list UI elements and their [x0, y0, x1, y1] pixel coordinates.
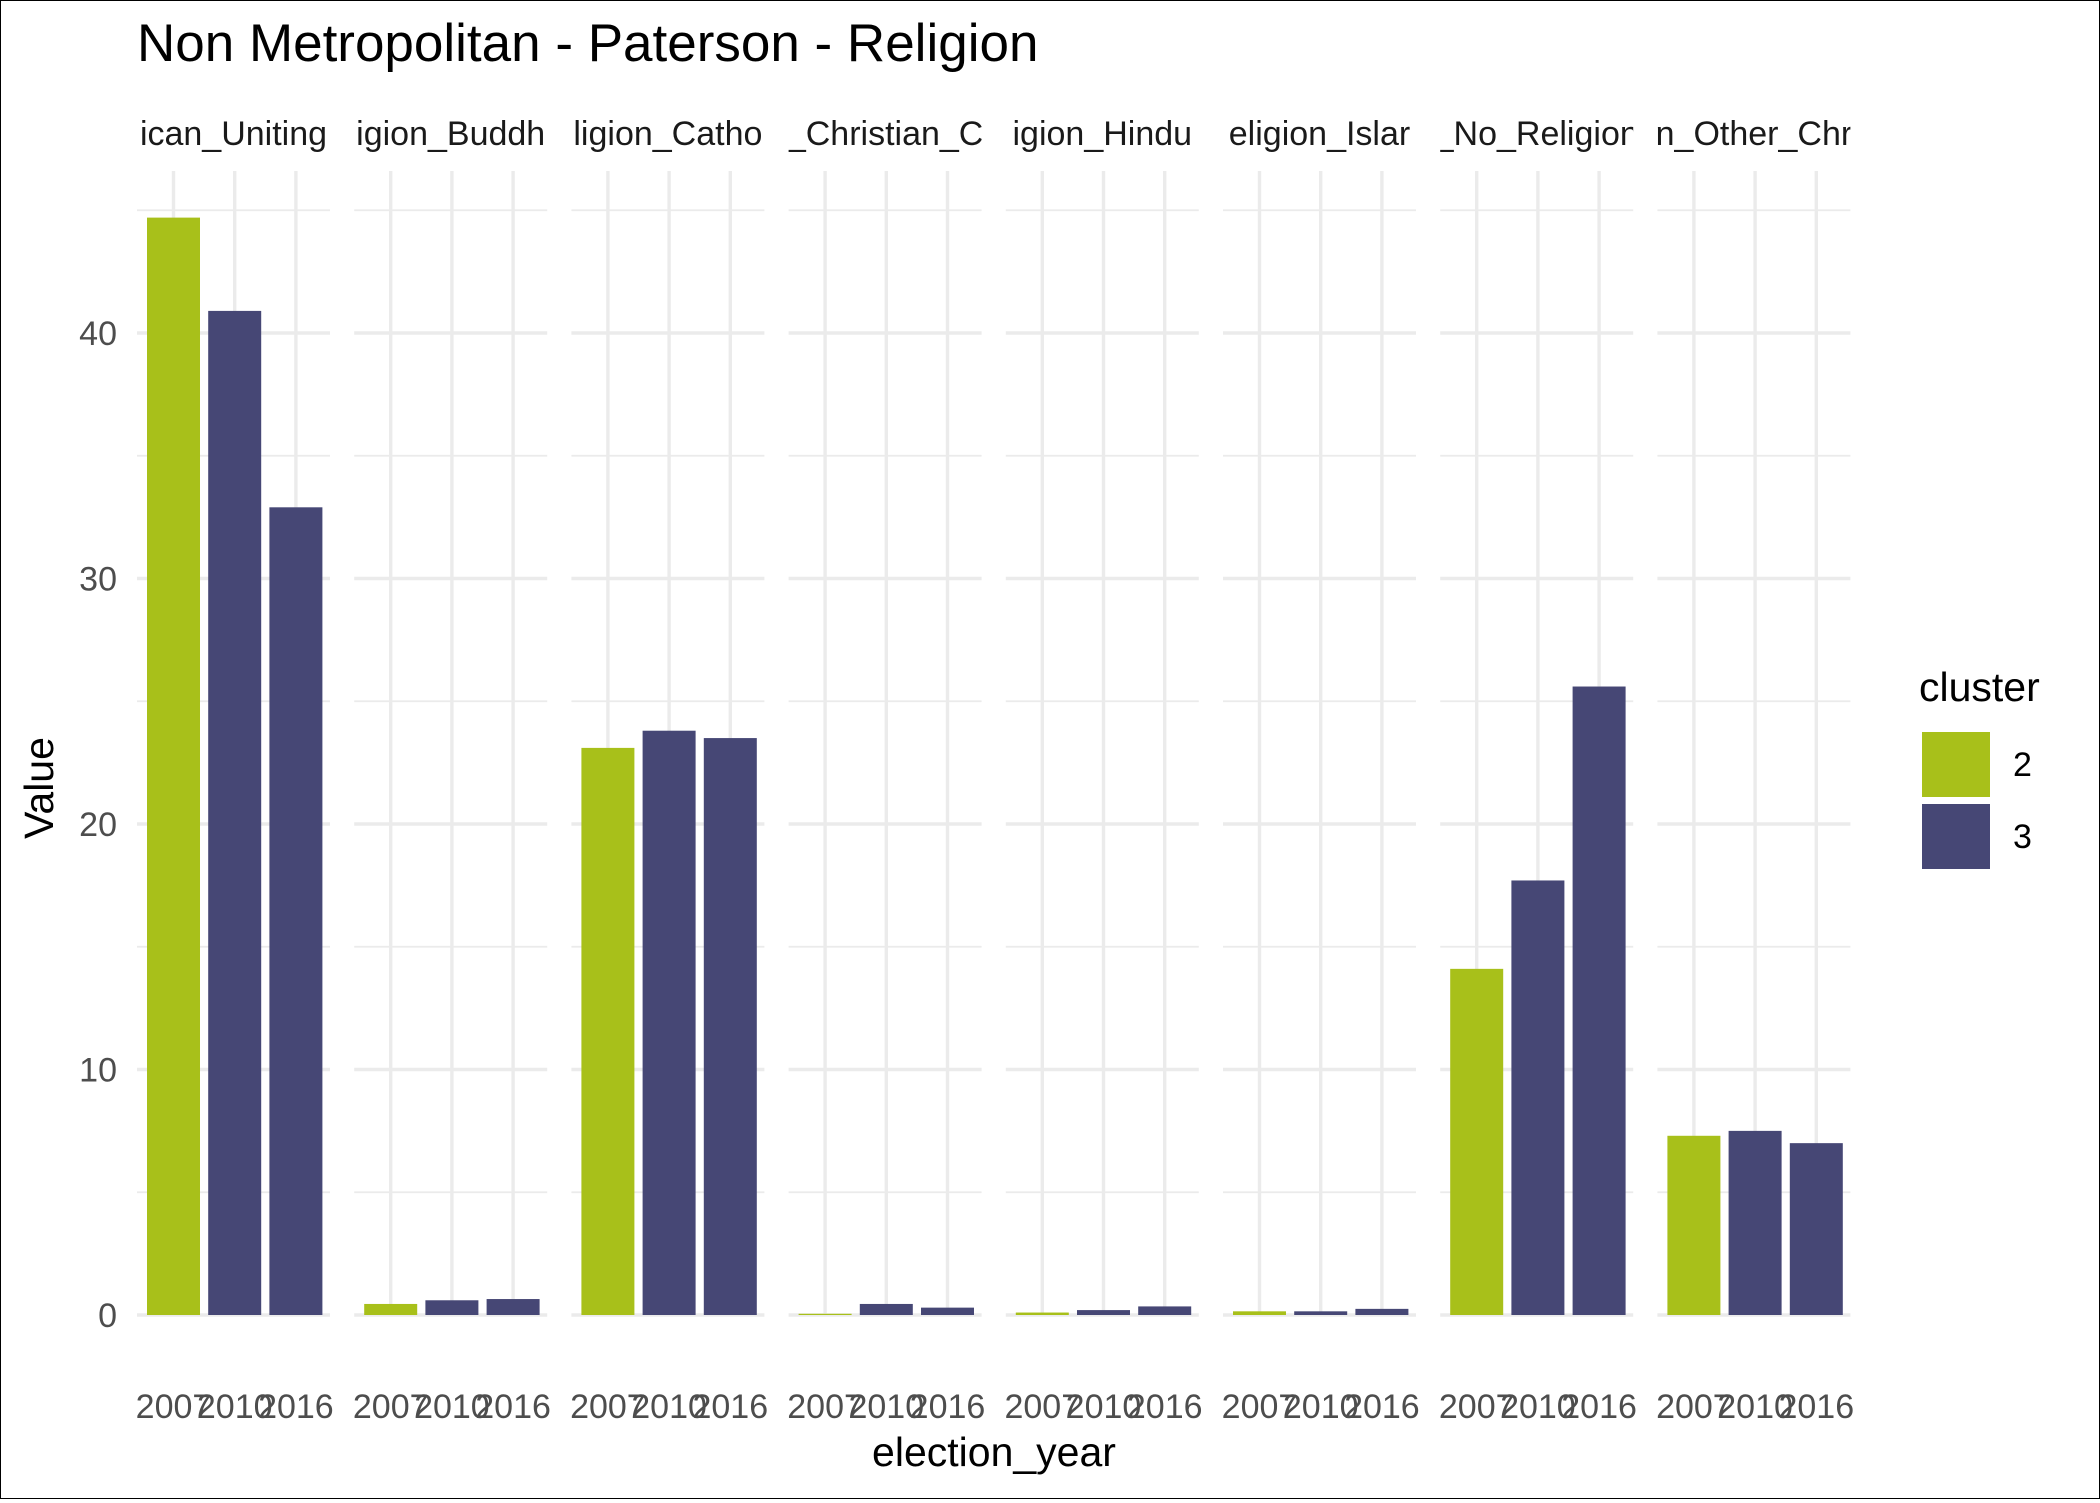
x-tick-label: 2016: [475, 1388, 551, 1426]
y-axis-ticks: 0 10 20 30 40: [79, 315, 117, 1335]
bar-5-2010: [1077, 1310, 1130, 1315]
x-tick-label: 2007: [570, 1388, 646, 1426]
x-tick-label: 2016: [1778, 1388, 1854, 1426]
bar-3-2007: [581, 747, 635, 1315]
x-tick-label: 2007: [1439, 1388, 1515, 1426]
bar-2-2016: [486, 1299, 540, 1315]
bar-7-2007: [1450, 968, 1504, 1315]
bar-6-2007: [1233, 1311, 1286, 1315]
legend-label-2: 2: [2013, 746, 2032, 784]
bar-2-2010: [425, 1300, 479, 1315]
facet-strip-label: _Christian_C: [786, 115, 984, 153]
legend-swatch-3: [1922, 804, 1990, 869]
x-tick-label: 2016: [1561, 1388, 1637, 1426]
bar-7-2010: [1511, 880, 1565, 1315]
facet-strip-label: eligion_Islar: [1229, 115, 1410, 153]
x-tick-label: 2007: [1222, 1388, 1298, 1426]
y-tick-label: 40: [79, 315, 117, 353]
legend-label-3: 3: [2013, 818, 2032, 856]
bar-4-2010: [859, 1303, 913, 1315]
facet-strip-label: igion_Hindu: [1013, 115, 1193, 153]
bar-5-2007: [1015, 1312, 1069, 1315]
x-tick-label: 2010: [1283, 1388, 1359, 1426]
x-tick-label: 2010: [1500, 1388, 1576, 1426]
bar-4-2016: [921, 1307, 974, 1315]
x-tick-label: 2010: [631, 1388, 707, 1426]
x-tick-label: 2010: [1717, 1388, 1793, 1426]
bar-8-2010: [1728, 1130, 1782, 1315]
bar-1-2007: [147, 217, 200, 1316]
x-tick-label: 2007: [136, 1388, 212, 1426]
bars: [147, 217, 1843, 1316]
y-tick-label: 0: [98, 1297, 117, 1335]
bar-1-2016: [269, 507, 323, 1315]
bar-2-2007: [364, 1303, 418, 1315]
y-axis-title: Value: [16, 737, 62, 839]
x-tick-label: 2016: [258, 1388, 334, 1426]
x-tick-label: 2016: [910, 1388, 986, 1426]
facet-strip-label: igion_Buddh: [356, 115, 545, 153]
x-tick-label: 2010: [848, 1388, 924, 1426]
facet-strip-label: n_Other_Chr: [1656, 115, 1853, 153]
x-tick-label: 2007: [353, 1388, 429, 1426]
legend-title: cluster: [1919, 664, 2040, 710]
bar-3-2010: [642, 730, 696, 1315]
bar-8-2007: [1667, 1135, 1721, 1315]
x-tick-label: 2016: [1344, 1388, 1420, 1426]
x-tick-label: 2010: [197, 1388, 273, 1426]
bar-1-2010: [208, 310, 262, 1315]
y-tick-label: 20: [79, 806, 117, 844]
bar-6-2016: [1355, 1308, 1409, 1315]
x-tick-label: 2007: [1004, 1388, 1080, 1426]
x-tick-label: 2007: [1656, 1388, 1732, 1426]
chart-title: Non Metropolitan - Paterson - Religion: [137, 14, 1038, 73]
legend: cluster 2 3: [1919, 664, 2040, 869]
legend-swatch-2: [1922, 732, 1990, 797]
bar-8-2016: [1789, 1143, 1843, 1315]
x-tick-label: 2010: [1066, 1388, 1142, 1426]
facet-strip-label: ligion_Catho: [573, 115, 762, 153]
facet-strip-label: _No_Religion: [1434, 115, 1639, 153]
x-tick-label: 2010: [414, 1388, 490, 1426]
facet-strip-labels: ican_Uniting igion_Buddh ligion_Catho _Chri…: [140, 115, 1853, 153]
bar-4-2007: [798, 1313, 852, 1315]
y-tick-label: 30: [79, 561, 117, 599]
bar-3-2016: [703, 738, 757, 1315]
facet-strip-label: ican_Uniting: [140, 115, 327, 153]
x-tick-label: 2016: [692, 1388, 768, 1426]
bar-6-2010: [1294, 1311, 1348, 1315]
bar-7-2016: [1572, 686, 1626, 1315]
y-tick-label: 10: [79, 1052, 117, 1090]
x-tick-label: 2007: [787, 1388, 863, 1426]
x-tick-label: 2016: [1127, 1388, 1203, 1426]
bar-5-2016: [1138, 1306, 1192, 1315]
x-axis-title: election_year: [872, 1429, 1116, 1475]
